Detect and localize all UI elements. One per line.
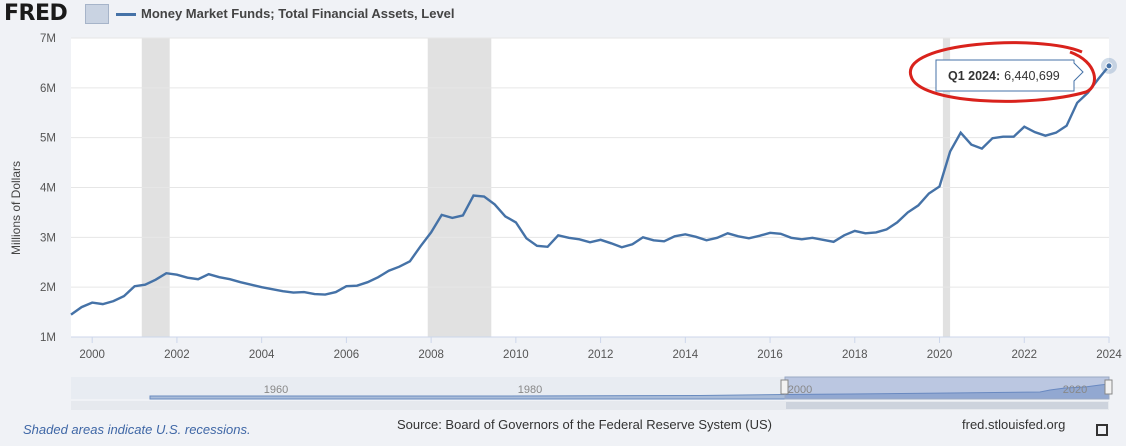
scrollbar-thumb[interactable]: [786, 402, 1108, 409]
source-note: Source: Board of Governors of the Federa…: [397, 417, 772, 432]
navigator-label: 2000: [788, 384, 812, 396]
y-tick-label: 5M: [40, 133, 56, 145]
line-chart-icon: [85, 4, 109, 24]
x-tick-label: 2024: [1096, 349, 1122, 361]
navigator-track: [71, 377, 1109, 399]
fred-logo[interactable]: FRED: [4, 1, 68, 26]
data-tooltip: Q1 2024: 6,440,699: [935, 59, 1084, 92]
navigator-label: 1960: [264, 384, 288, 396]
x-tick-label: 2020: [927, 349, 953, 361]
y-axis-label: Millions of Dollars: [9, 161, 23, 255]
navigator-labels: 1960 1980 2000 2020: [264, 384, 1087, 396]
x-tick-label: 2012: [588, 349, 614, 361]
point-marker: [1105, 62, 1113, 70]
y-tick-label: 1M: [40, 332, 56, 344]
x-tick-label: 2004: [249, 349, 275, 361]
x-tick-label: 2022: [1011, 349, 1037, 361]
y-tick-label: 6M: [40, 83, 56, 95]
red-circle-annotation: [909, 41, 1096, 103]
navigator-right-handle[interactable]: [1104, 379, 1113, 395]
x-tick-label: 2008: [418, 349, 444, 361]
y-tick-label: 3M: [40, 232, 56, 244]
x-tick-label: 2006: [334, 349, 360, 361]
series-line: [70, 65, 1110, 316]
fullscreen-icon[interactable]: [1096, 424, 1108, 436]
tooltip-value: 6,440,699: [1004, 69, 1060, 83]
y-tick-label: 4M: [40, 183, 56, 195]
tooltip-box: [935, 59, 1084, 92]
x-tick-label: 2014: [673, 349, 699, 361]
scrollbar-track[interactable]: [71, 401, 1109, 410]
y-axis-ticks: 1M 2M 3M 4M 5M 6M 7M: [40, 33, 56, 344]
legend-series-title[interactable]: Money Market Funds; Total Financial Asse…: [141, 6, 455, 21]
time-navigator[interactable]: 1960 1980 2000 2020: [71, 376, 1113, 410]
legend-swatch: [116, 13, 136, 16]
y-tick-label: 2M: [40, 282, 56, 294]
tooltip-label: Q1 2024:: [948, 69, 1000, 83]
x-tick-label: 2010: [503, 349, 529, 361]
x-axis-ticks: 2000 2002 2004 2006 2008 2010 2012 2014 2016 2018…: [79, 337, 1122, 361]
site-link[interactable]: fred.stlouisfed.org: [962, 417, 1066, 432]
navigator-selection[interactable]: [784, 376, 1110, 400]
recession-note: Shaded areas indicate U.S. recessions.: [23, 422, 251, 437]
y-tick-label: 7M: [40, 33, 56, 45]
x-tick-label: 2002: [164, 349, 190, 361]
x-tick-label: 2016: [757, 349, 783, 361]
navigator-label: 1980: [518, 384, 542, 396]
x-tick-label: 2018: [842, 349, 868, 361]
navigator-label: 2020: [1063, 384, 1087, 396]
navigator-left-handle[interactable]: [780, 379, 789, 395]
last-data-point: [1101, 57, 1117, 74]
tooltip-text: Q1 2024: 6,440,699: [948, 69, 1060, 83]
chart-footer: Shaded areas indicate U.S. recessions. S…: [0, 414, 1126, 446]
chart-header: FRED Money Market Funds; Total Financial…: [0, 0, 1126, 30]
x-tick-label: 2000: [79, 349, 105, 361]
